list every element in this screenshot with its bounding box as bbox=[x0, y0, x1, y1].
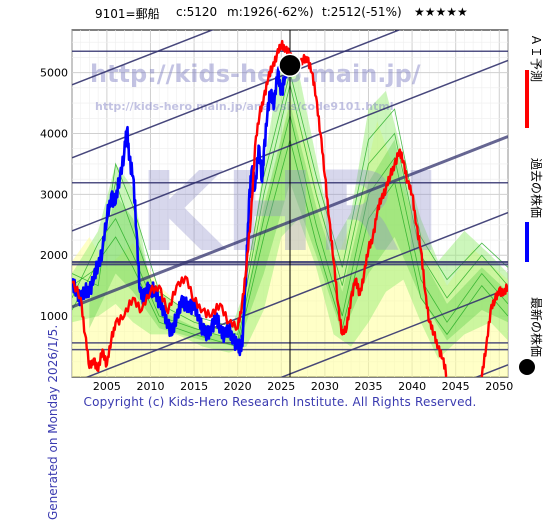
x-tick-label: 2025 bbox=[267, 380, 295, 393]
t-value: t:2512(-51%) bbox=[322, 5, 402, 19]
y-tick-label: 4000 bbox=[40, 127, 68, 140]
y-tick-label: 5000 bbox=[40, 67, 68, 80]
x-tick-label: 2050 bbox=[485, 380, 513, 393]
rating-stars: ★★★★★ bbox=[414, 5, 468, 19]
x-axis-ticks: 2005 2010 2015 2020 2025 2030 2035 2040 2045 2050 bbox=[93, 380, 513, 393]
legend-latest-label: 最新の株価 bbox=[529, 297, 544, 357]
watermark-url-small: http://kids-hero.main.jp/analysis/code91… bbox=[95, 100, 394, 113]
trend-channel-4 bbox=[72, 30, 215, 86]
x-tick-label: 2030 bbox=[311, 380, 339, 393]
m-value: m:1926(-62%) bbox=[227, 5, 314, 19]
x-tick-label: 2045 bbox=[442, 380, 470, 393]
y-tick-label: 1000 bbox=[40, 310, 68, 323]
y-tick-label: 3000 bbox=[40, 188, 68, 201]
x-tick-label: 2010 bbox=[136, 380, 164, 393]
x-tick-label: 2040 bbox=[398, 380, 426, 393]
latest-price-marker bbox=[278, 53, 302, 78]
x-tick-label: 2035 bbox=[354, 380, 382, 393]
close-value: c:5120 bbox=[176, 5, 218, 19]
x-tick-label: 2020 bbox=[224, 380, 252, 393]
x-tick-label: 2015 bbox=[180, 380, 208, 393]
series-line-1 bbox=[72, 58, 292, 357]
y-tick-label: 2000 bbox=[40, 249, 68, 262]
legend-ai-label: ＡＩ予測 bbox=[529, 34, 543, 82]
y-axis-ticks: 1000 2000 3000 4000 5000 bbox=[40, 67, 68, 324]
watermark-url-large: http://kids-hero.main.jp/ bbox=[90, 60, 421, 88]
x-tick-label: 2005 bbox=[93, 380, 121, 393]
latest-price-marker-layer bbox=[278, 53, 302, 78]
copyright-footer: Copyright (c) Kids-Hero Research Institu… bbox=[83, 395, 477, 409]
stock-chart: KHRI http://kids-hero.main.jp/ http://ki… bbox=[40, 29, 544, 393]
ticker-label: 9101=郵船 bbox=[95, 7, 160, 21]
legend-latest-dot bbox=[519, 359, 535, 375]
legend: ＡＩ予測 過去の株価 最新の株価 bbox=[519, 34, 544, 375]
series-line-3 bbox=[480, 283, 508, 377]
legend-past-label: 過去の株価 bbox=[529, 158, 544, 218]
chart-header: 9101=郵船 c:5120 m:1926(-62%) t:2512(-51%)… bbox=[0, 5, 560, 21]
